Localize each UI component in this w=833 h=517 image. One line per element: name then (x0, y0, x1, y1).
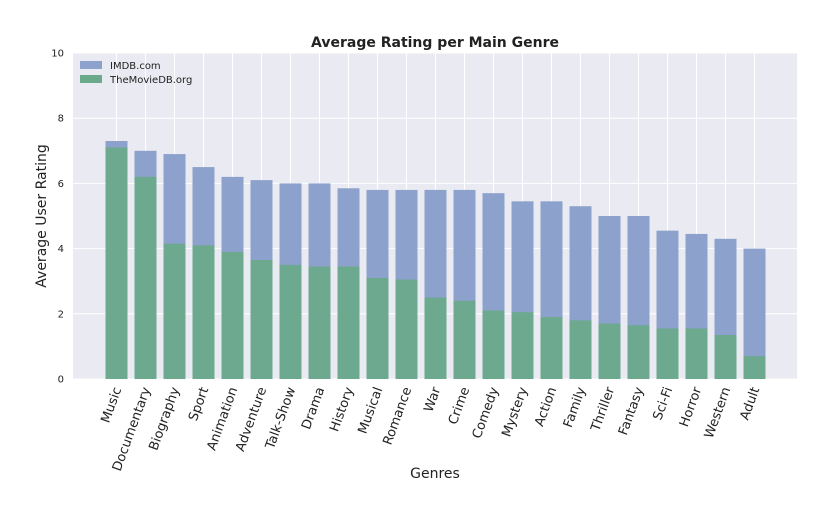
bar-tmdb-documentary (134, 176, 157, 379)
legend-swatch-tmdb (80, 75, 102, 83)
bar-tmdb-thriller (598, 323, 621, 379)
x-tick-label-family: Family (561, 385, 590, 430)
x-tick-label-comedy: Comedy (470, 385, 503, 441)
x-tick-label-thriller: Thriller (588, 385, 618, 435)
legend-label-tmdb: TheMovieDB.org (109, 75, 192, 86)
bar-tmdb-western (714, 334, 737, 379)
y-axis-title: Average User Rating (34, 144, 50, 287)
y-tick-label: 2 (58, 309, 64, 320)
x-axis-title: Genres (410, 466, 460, 482)
bar-tmdb-adult (743, 356, 766, 379)
bar-tmdb-adventure (250, 260, 273, 379)
x-tick-label-war: War (421, 385, 444, 415)
bar-tmdb-comedy (482, 310, 505, 379)
bar-tmdb-fantasy (627, 325, 650, 379)
x-tick-label-western: Western (702, 385, 734, 440)
x-tick-label-adult: Adult (738, 385, 764, 422)
y-tick-label: 6 (58, 179, 64, 190)
bar-tmdb-horror (685, 328, 708, 379)
bar-tmdb-war (424, 297, 447, 379)
bar-imdb-adult (743, 248, 766, 379)
bar-tmdb-talk-show (279, 264, 302, 379)
x-tick-label-sci-fi: Sci-Fi (651, 385, 677, 422)
bar-tmdb-musical (366, 277, 389, 379)
chart-title: Average Rating per Main Genre (311, 35, 559, 51)
x-tick-label-history: History (327, 385, 357, 434)
legend-swatch-imdb (80, 61, 102, 69)
bar-tmdb-sci-fi (656, 328, 679, 379)
bar-tmdb-history (337, 266, 360, 379)
bar-tmdb-biography (163, 243, 186, 379)
x-tick-label-crime: Crime (446, 385, 473, 426)
bar-tmdb-mystery (511, 312, 534, 379)
x-tick-label-fantasy: Fantasy (616, 385, 647, 437)
y-tick-label: 10 (51, 49, 64, 60)
x-tick-label-action: Action (532, 385, 560, 428)
bar-tmdb-family (569, 320, 592, 379)
bar-tmdb-music (105, 147, 128, 379)
bar-tmdb-drama (308, 266, 331, 379)
y-tick-label: 4 (58, 244, 64, 255)
y-tick-labels: 0 2 4 6 8 10 (51, 49, 64, 386)
x-tick-label-mystery: Mystery (499, 385, 531, 439)
y-tick-label: 0 (58, 375, 64, 386)
bar-tmdb-animation (221, 251, 244, 379)
bar-tmdb-crime (453, 300, 476, 379)
x-tick-label-music: Music (99, 385, 126, 425)
legend: IMDB.com TheMovieDB.org (80, 61, 192, 86)
bar-tmdb-romance (395, 279, 418, 379)
bar-tmdb-sport (192, 245, 215, 379)
x-tick-label-drama: Drama (299, 385, 328, 431)
x-tick-label-horror: Horror (677, 385, 705, 429)
x-tick-label-musical: Musical (356, 385, 387, 436)
x-tick-label-sport: Sport (186, 385, 212, 423)
bars (105, 141, 766, 379)
y-tick-label: 8 (58, 114, 64, 125)
x-tick-label-romance: Romance (380, 385, 415, 447)
legend-label-imdb: IMDB.com (110, 61, 161, 72)
bar-tmdb-action (540, 317, 563, 379)
